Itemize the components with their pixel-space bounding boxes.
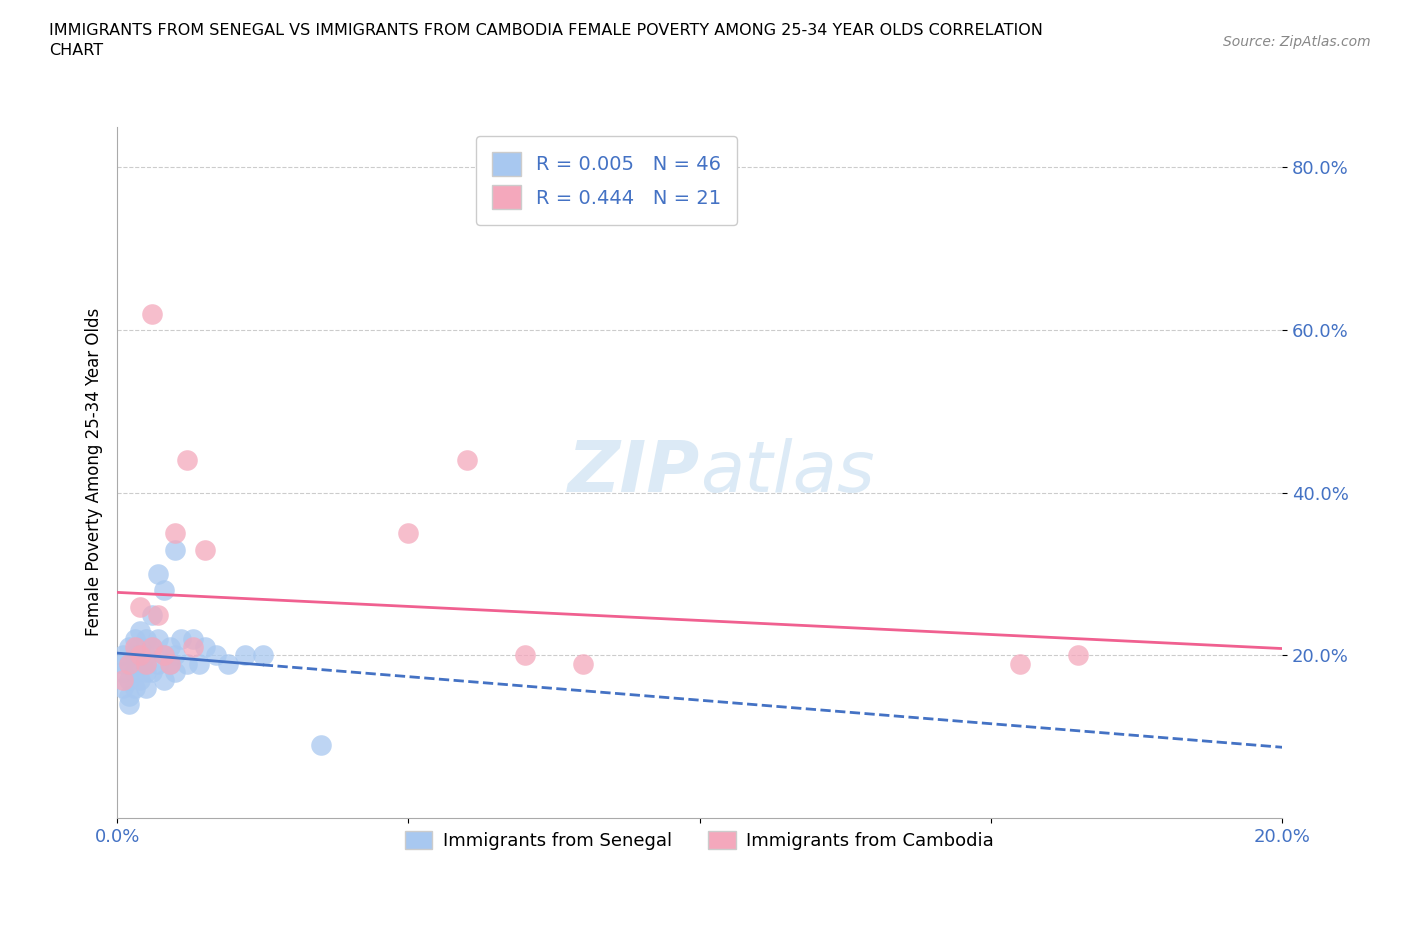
Point (193, 542, 215, 557)
Point (205, 648, 228, 663)
Point (141, 664, 163, 679)
Point (152, 648, 174, 663)
Y-axis label: Female Poverty Among 25-34 Year Olds: Female Poverty Among 25-34 Year Olds (86, 308, 103, 636)
Point (170, 631, 193, 646)
Point (165, 664, 187, 679)
Point (124, 640, 146, 655)
Point (129, 648, 152, 663)
Point (129, 640, 152, 655)
Point (398, 526, 420, 541)
Point (152, 583, 174, 598)
Point (233, 648, 256, 663)
Point (135, 664, 157, 679)
Point (111, 648, 134, 663)
Point (187, 656, 209, 671)
Point (141, 640, 163, 655)
Point (111, 672, 134, 687)
Point (152, 672, 174, 687)
Point (111, 664, 134, 679)
Point (193, 640, 215, 655)
Point (146, 656, 169, 671)
Text: atlas: atlas (700, 438, 875, 507)
Point (146, 631, 169, 646)
Point (111, 681, 134, 696)
Point (141, 607, 163, 622)
Point (1010, 656, 1032, 671)
Point (118, 672, 141, 687)
Point (129, 623, 152, 638)
Point (118, 697, 141, 711)
Point (135, 631, 157, 646)
Point (513, 648, 536, 663)
Point (118, 688, 141, 703)
Text: IMMIGRANTS FROM SENEGAL VS IMMIGRANTS FROM CAMBODIA FEMALE POVERTY AMONG 25-34 Y: IMMIGRANTS FROM SENEGAL VS IMMIGRANTS FR… (49, 23, 1043, 58)
Point (159, 656, 181, 671)
Point (124, 664, 146, 679)
Point (309, 737, 332, 752)
Point (124, 648, 146, 663)
Point (124, 631, 146, 646)
Point (165, 526, 187, 541)
Text: ZIP: ZIP (568, 438, 700, 507)
Point (165, 648, 187, 663)
Point (572, 656, 595, 671)
Point (217, 656, 239, 671)
Point (146, 566, 169, 581)
Point (165, 542, 187, 557)
Point (252, 648, 274, 663)
Point (129, 599, 152, 614)
Point (176, 453, 198, 468)
Point (118, 640, 141, 655)
Point (159, 640, 181, 655)
Point (118, 656, 141, 671)
Point (146, 607, 169, 622)
Point (141, 640, 163, 655)
Point (135, 656, 157, 671)
Point (129, 672, 152, 687)
Legend: Immigrants from Senegal, Immigrants from Cambodia: Immigrants from Senegal, Immigrants from… (398, 824, 1001, 857)
Point (1067, 648, 1090, 663)
Point (176, 656, 198, 671)
Text: Source: ZipAtlas.com: Source: ZipAtlas.com (1223, 35, 1371, 49)
Point (159, 656, 181, 671)
Point (129, 656, 152, 671)
Point (135, 656, 157, 671)
Point (124, 681, 146, 696)
Point (141, 306, 163, 321)
Point (152, 648, 174, 663)
Point (135, 648, 157, 663)
Point (111, 656, 134, 671)
Point (118, 656, 141, 671)
Point (181, 631, 204, 646)
Point (135, 681, 157, 696)
Point (181, 640, 204, 655)
Point (456, 453, 478, 468)
